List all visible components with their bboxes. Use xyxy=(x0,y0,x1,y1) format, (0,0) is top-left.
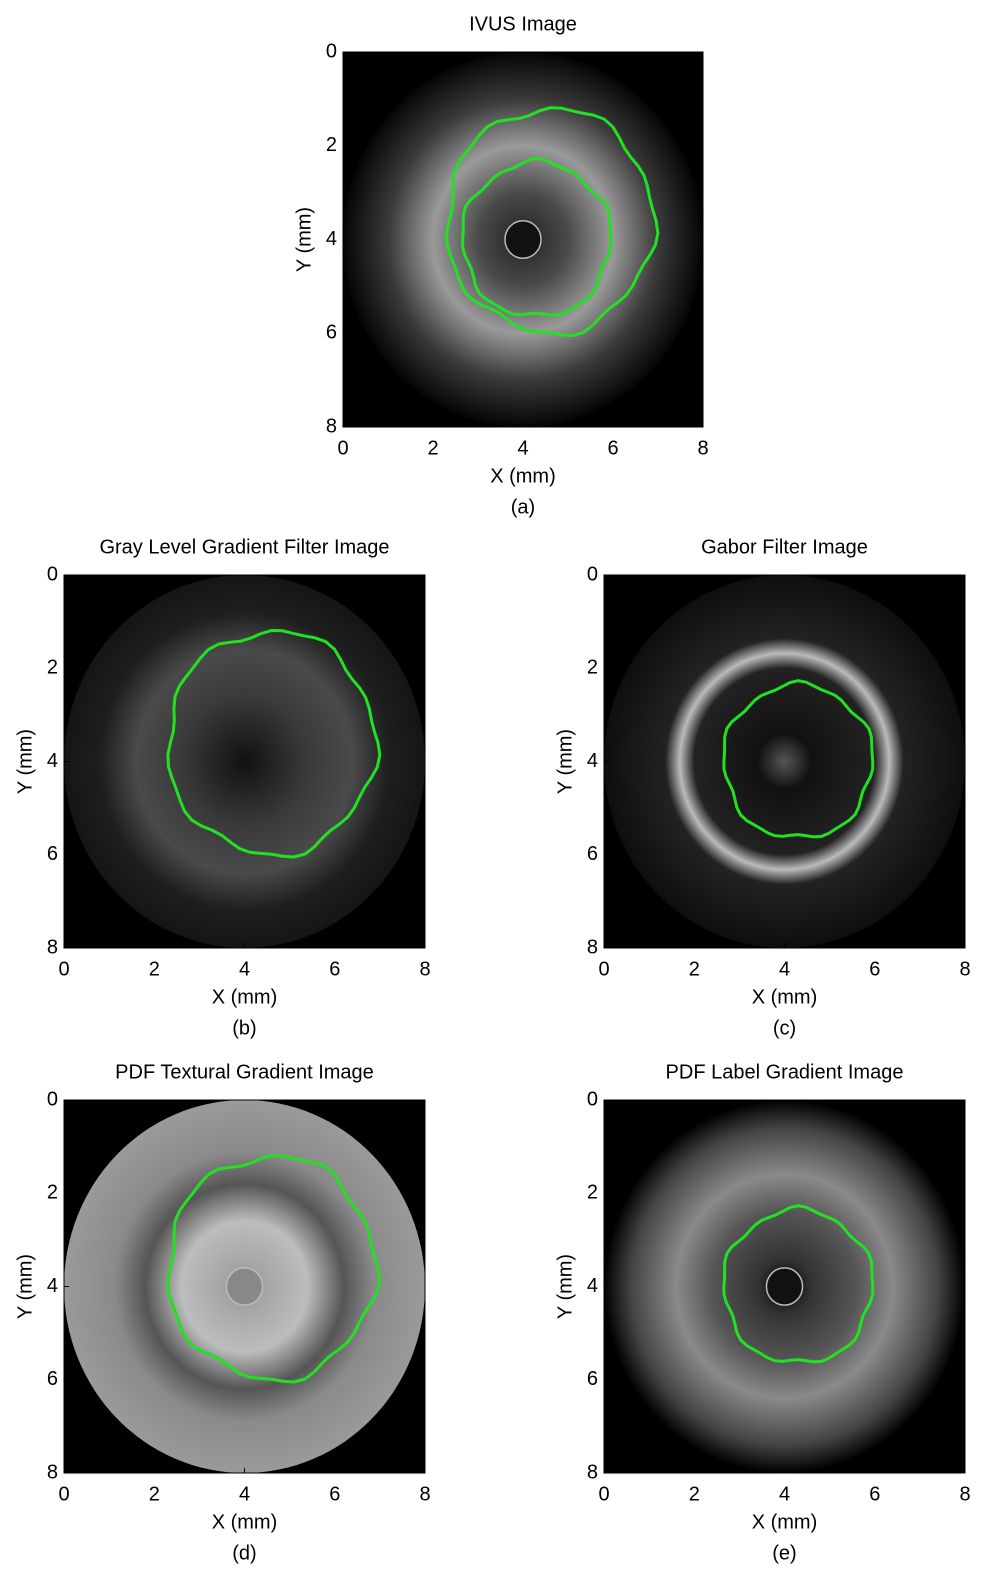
x-tick-label: 4 xyxy=(779,958,790,980)
chart-title: Gray Level Gradient Filter Image xyxy=(99,536,389,558)
y-tick-label: 6 xyxy=(47,843,58,865)
x-axis-label: X (mm) xyxy=(752,986,818,1008)
y-axis-label: Y (mm) xyxy=(293,207,315,272)
caption: (c) xyxy=(773,1017,796,1039)
caption: (b) xyxy=(232,1017,256,1039)
chart-title: Gabor Filter Image xyxy=(701,536,868,558)
x-tick-label: 4 xyxy=(517,437,528,459)
y-tick-label: 0 xyxy=(47,563,58,585)
y-tick-label: 4 xyxy=(587,1275,598,1297)
x-tick-label: 0 xyxy=(337,437,348,459)
outer-contour xyxy=(166,1153,382,1384)
catheter xyxy=(765,1267,804,1306)
y-tick-label: 6 xyxy=(47,1368,58,1390)
y-tick-label: 0 xyxy=(587,1088,598,1110)
y-tick-label: 4 xyxy=(326,228,337,250)
outer-contour xyxy=(166,628,382,859)
x-tick-label: 6 xyxy=(329,1483,340,1505)
y-tick-label: 8 xyxy=(587,1461,598,1483)
chart-title: IVUS Image xyxy=(469,13,577,35)
catheter xyxy=(225,1267,264,1306)
x-tick-label: 2 xyxy=(149,958,160,980)
x-tick-label: 8 xyxy=(419,1483,430,1505)
y-axis-label: Y (mm) xyxy=(14,1254,36,1319)
image-disc xyxy=(604,575,965,948)
x-tick-label: 0 xyxy=(598,958,609,980)
y-tick-label: 6 xyxy=(587,1368,598,1390)
x-axis-label: X (mm) xyxy=(490,465,556,487)
y-tick-label: 8 xyxy=(47,1461,58,1483)
x-axis-label: X (mm) xyxy=(212,986,278,1008)
x-tick-label: 2 xyxy=(689,958,700,980)
x-tick-label: 8 xyxy=(959,1483,970,1505)
y-tick-label: 4 xyxy=(587,750,598,772)
x-tick-label: 4 xyxy=(239,958,250,980)
caption: (d) xyxy=(232,1542,256,1564)
x-tick-label: 8 xyxy=(697,437,708,459)
x-tick-label: 4 xyxy=(239,1483,250,1505)
y-tick-label: 0 xyxy=(587,563,598,585)
y-axis-label: Y (mm) xyxy=(554,1254,576,1319)
y-tick-label: 6 xyxy=(326,322,337,344)
image-disc xyxy=(64,575,425,948)
x-tick-label: 2 xyxy=(427,437,438,459)
inner-contour xyxy=(722,679,875,839)
inner-contour xyxy=(722,1204,875,1364)
chart-title: PDF Label Gradient Image xyxy=(666,1061,904,1083)
x-tick-label: 6 xyxy=(869,1483,880,1505)
y-tick-label: 0 xyxy=(326,40,337,62)
x-tick-label: 6 xyxy=(607,437,618,459)
x-tick-label: 0 xyxy=(58,1483,69,1505)
x-tick-label: 0 xyxy=(58,958,69,980)
y-tick-label: 2 xyxy=(47,657,58,679)
inner-contour xyxy=(461,156,613,317)
chart-title: PDF Textural Gradient Image xyxy=(115,1061,374,1083)
y-tick-label: 6 xyxy=(587,843,598,865)
y-tick-label: 2 xyxy=(587,1182,598,1204)
y-tick-label: 2 xyxy=(587,657,598,679)
y-tick-label: 8 xyxy=(326,415,337,437)
x-tick-label: 6 xyxy=(329,958,340,980)
outer-contour xyxy=(445,106,660,338)
y-tick-label: 2 xyxy=(47,1182,58,1204)
y-tick-label: 4 xyxy=(47,750,58,772)
x-tick-label: 2 xyxy=(149,1483,160,1505)
x-tick-label: 4 xyxy=(779,1483,790,1505)
x-axis-label: X (mm) xyxy=(752,1511,818,1533)
y-tick-label: 0 xyxy=(47,1088,58,1110)
y-tick-label: 8 xyxy=(587,936,598,958)
y-axis-label: Y (mm) xyxy=(14,729,36,794)
y-axis-label: Y (mm) xyxy=(554,729,576,794)
x-tick-label: 8 xyxy=(419,958,430,980)
caption: (a) xyxy=(511,496,535,518)
x-axis-label: X (mm) xyxy=(212,1511,278,1533)
x-tick-label: 8 xyxy=(959,958,970,980)
y-tick-label: 2 xyxy=(326,134,337,156)
y-tick-label: 4 xyxy=(47,1275,58,1297)
caption: (e) xyxy=(772,1542,796,1564)
x-tick-label: 6 xyxy=(869,958,880,980)
catheter xyxy=(504,220,542,259)
y-tick-label: 8 xyxy=(47,936,58,958)
x-tick-label: 2 xyxy=(689,1483,700,1505)
x-tick-label: 0 xyxy=(598,1483,609,1505)
